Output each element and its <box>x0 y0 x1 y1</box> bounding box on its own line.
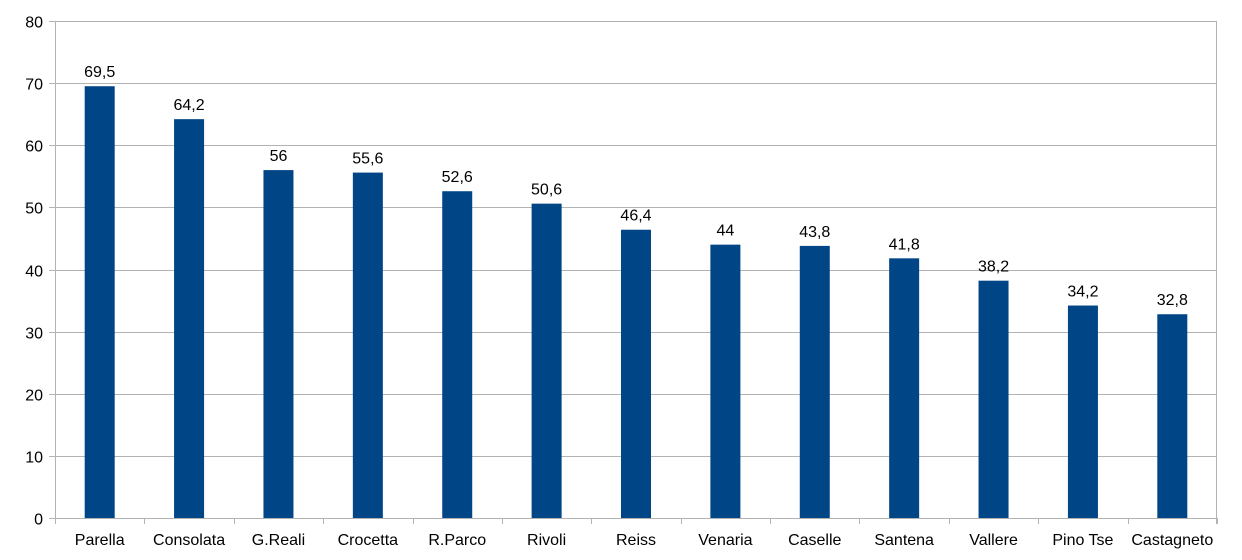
x-category-label: Consolata <box>153 532 225 549</box>
data-label: 32,8 <box>1157 292 1188 309</box>
data-label: 44 <box>716 223 734 240</box>
data-label: 38,2 <box>978 259 1009 276</box>
data-label: 52,6 <box>442 169 473 186</box>
x-category-label: G.Reali <box>252 532 305 549</box>
bar-vallere <box>978 280 1009 518</box>
x-category-label: Reiss <box>616 532 656 549</box>
data-label: 46,4 <box>620 208 651 225</box>
y-tick-label: 20 <box>25 388 43 405</box>
bar-venaria <box>710 244 741 518</box>
data-label: 43,8 <box>799 224 830 241</box>
x-category-label: Santena <box>874 532 934 549</box>
x-category-label: Caselle <box>788 532 841 549</box>
x-category-label: Rivoli <box>527 532 566 549</box>
x-category-label: Venaria <box>698 532 752 549</box>
data-label: 50,6 <box>531 182 562 199</box>
axes <box>49 21 1218 524</box>
labels: 0 10 20 30 40 50 60 70 80 69,5 Parella 64,2 Consolat… <box>25 15 1213 550</box>
bars <box>84 86 1188 519</box>
bar-consolata <box>174 119 205 518</box>
bar-g-reali <box>263 170 294 518</box>
data-label: 41,8 <box>889 236 920 253</box>
bar-pino-tse <box>1067 305 1098 518</box>
bar-rivoli <box>531 203 562 518</box>
data-label: 55,6 <box>352 151 383 168</box>
y-tick-label: 10 <box>25 450 43 467</box>
x-category-label: Pino Tse <box>1052 532 1113 549</box>
y-tick-label: 0 <box>34 512 43 529</box>
bar-caselle <box>799 245 830 518</box>
bar-santena <box>889 258 920 518</box>
y-tick-label: 30 <box>25 326 43 343</box>
data-label: 69,5 <box>84 64 115 81</box>
bar-crocetta <box>352 172 383 518</box>
data-label: 64,2 <box>174 97 205 114</box>
x-category-label: Parella <box>75 532 125 549</box>
y-tick-label: 50 <box>25 201 43 218</box>
bar-castagneto <box>1157 314 1188 518</box>
data-label: 56 <box>270 148 288 165</box>
y-tick-label: 70 <box>25 77 43 94</box>
bar-reiss <box>621 229 651 519</box>
x-category-label: Vallere <box>969 532 1018 549</box>
y-tick-label: 60 <box>25 139 43 156</box>
x-category-label: Crocetta <box>338 532 399 549</box>
data-label: 34,2 <box>1067 284 1098 301</box>
bar-r-parco <box>442 191 473 518</box>
x-category-label: Castagneto <box>1131 532 1213 549</box>
bar-parella <box>84 86 115 518</box>
x-category-label: R.Parco <box>428 532 486 549</box>
y-tick-label: 80 <box>25 15 43 32</box>
y-tick-label: 40 <box>25 264 43 281</box>
